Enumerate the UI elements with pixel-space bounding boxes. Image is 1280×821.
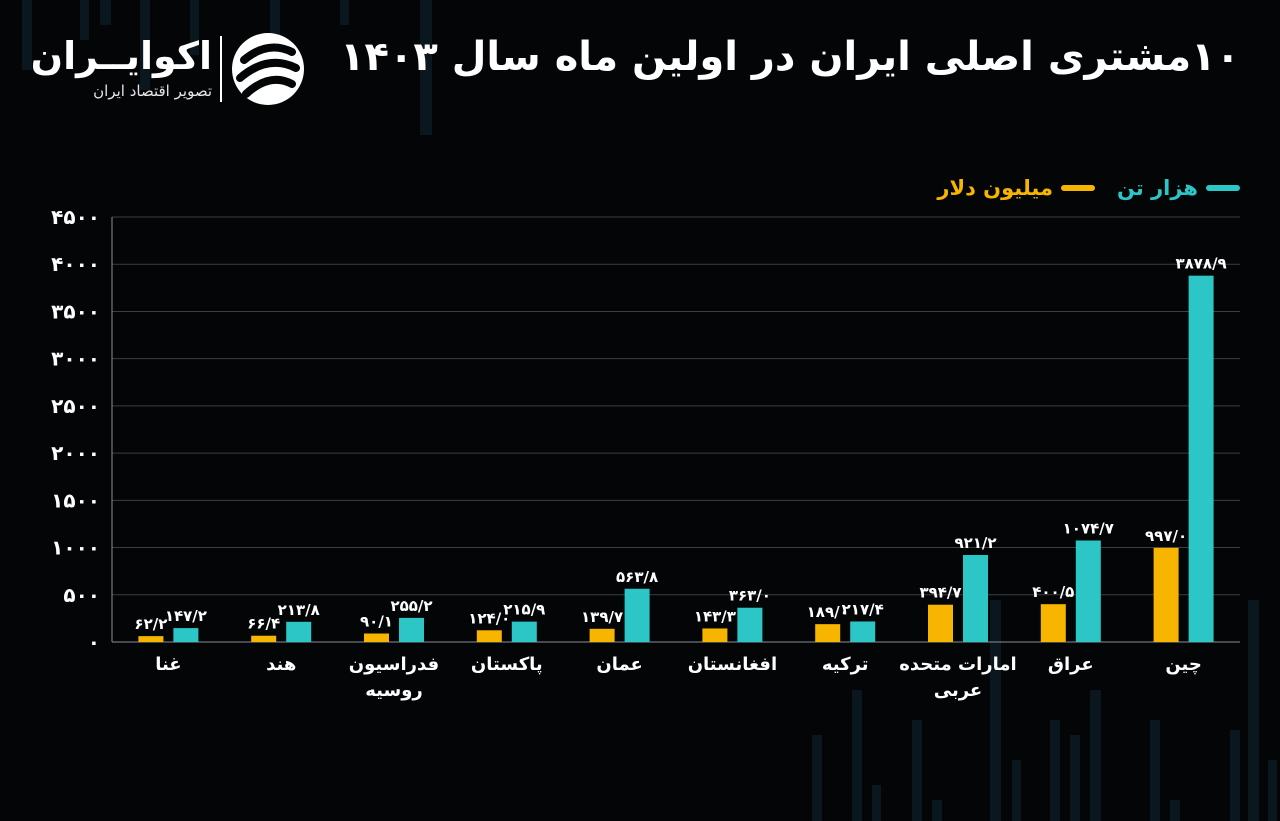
data-label-dollars: ۱۲۴/۰ bbox=[468, 609, 510, 627]
y-tick-label: ۰ bbox=[88, 630, 100, 654]
x-tick-label: فدراسیون bbox=[349, 654, 439, 675]
x-tick-label: عراق bbox=[1048, 654, 1094, 675]
x-tick-label: چین bbox=[1165, 654, 1202, 675]
y-tick-label: ۴۰۰۰ bbox=[51, 252, 100, 276]
bar-tons bbox=[1188, 275, 1214, 642]
logo-name: اکوایــران bbox=[30, 34, 212, 78]
x-tick-label: عمان bbox=[596, 654, 643, 675]
data-label-dollars: ۹۰/۱ bbox=[360, 612, 393, 630]
data-label-dollars: ۶۶/۴ bbox=[247, 615, 280, 633]
bar-tons bbox=[173, 628, 199, 642]
bar-dollars bbox=[928, 604, 953, 642]
x-tick-label: هند bbox=[266, 654, 296, 675]
x-tick-label: غنا bbox=[155, 654, 181, 675]
logo-subtitle: تصویر اقتصاد ایران bbox=[93, 82, 212, 100]
bar-dollars bbox=[364, 633, 389, 642]
data-label-tons: ۵۶۳/۸ bbox=[616, 568, 658, 586]
y-tick-label: ۲۰۰۰ bbox=[51, 441, 100, 465]
header: ۱۰مشتری اصلی ایران در اولین ماه سال ۱۴۰۳… bbox=[0, 0, 1280, 130]
bar-dollars bbox=[1153, 547, 1179, 642]
bar-dollars bbox=[589, 628, 615, 642]
y-tick-label: ۱۵۰۰ bbox=[51, 488, 100, 512]
page-title: ۱۰مشتری اصلی ایران در اولین ماه سال ۱۴۰۳ bbox=[340, 34, 1240, 80]
legend-swatch-dollars bbox=[1060, 185, 1095, 191]
x-tick-label: پاکستان bbox=[471, 654, 543, 675]
data-label-tons: ۹۲۱/۲ bbox=[954, 534, 996, 552]
bar-dollars bbox=[702, 628, 728, 642]
bar-dollars bbox=[251, 635, 277, 642]
data-label-dollars: ۱۳۹/۷ bbox=[581, 608, 623, 626]
bar-tons bbox=[286, 621, 312, 642]
bar-tons bbox=[511, 621, 537, 642]
data-label-dollars: ۱۴۳/۳ bbox=[694, 607, 736, 625]
bar-tons bbox=[963, 554, 988, 642]
data-label-tons: ۳۶۳/۰ bbox=[729, 587, 771, 605]
bar-dollars bbox=[815, 624, 841, 642]
x-tick-label: امارات متحده bbox=[899, 654, 1016, 675]
data-label-tons: ۲۵۵/۲ bbox=[390, 597, 432, 615]
bar-tons bbox=[850, 621, 876, 642]
x-tick-label: روسیه bbox=[365, 680, 423, 701]
y-tick-label: ۲۵۰۰ bbox=[51, 394, 100, 418]
x-tick-label: عربی bbox=[934, 680, 982, 701]
bar-tons bbox=[737, 607, 763, 642]
logo-mark-icon bbox=[232, 33, 304, 105]
legend-swatch-tons bbox=[1206, 185, 1240, 191]
x-tick-label: ترکیه bbox=[822, 654, 869, 675]
data-label-tons: ۱۰۷۴/۷ bbox=[1063, 520, 1114, 538]
data-label-dollars: ۹۹۷/۰ bbox=[1145, 527, 1187, 545]
legend-label-dollars: میلیون دلار bbox=[937, 176, 1053, 200]
data-label-tons: ۲۱۷/۴ bbox=[842, 600, 884, 618]
legend-item-tons: هزار تن bbox=[1117, 176, 1240, 200]
y-tick-label: ۴۵۰۰ bbox=[51, 205, 100, 229]
bar-tons bbox=[624, 588, 650, 642]
bar-dollars bbox=[1040, 604, 1066, 642]
data-label-dollars: ۴۰۰/۵ bbox=[1032, 583, 1074, 601]
bar-tons bbox=[399, 617, 424, 642]
legend-item-dollars: میلیون دلار bbox=[937, 176, 1095, 200]
y-tick-label: ۵۰۰ bbox=[63, 583, 100, 607]
data-label-dollars: ۶۲/۲ bbox=[134, 615, 167, 633]
y-tick-label: ۱۰۰۰ bbox=[51, 536, 100, 560]
data-label-tons: ۲۱۵/۹ bbox=[503, 601, 545, 619]
brand-logo: اکوایــران تصویر اقتصاد ایران bbox=[30, 30, 318, 110]
bar-tons bbox=[1075, 540, 1101, 642]
y-tick-label: ۳۰۰۰ bbox=[51, 347, 100, 371]
data-label-dollars: ۳۹۴/۷ bbox=[919, 584, 961, 602]
data-label-tons: ۲۱۳/۸ bbox=[278, 601, 320, 619]
logo-divider bbox=[220, 36, 222, 102]
chart-legend: هزار تن میلیون دلار bbox=[937, 176, 1240, 200]
legend-label-tons: هزار تن bbox=[1116, 176, 1198, 200]
data-label-dollars: ۱۸۹/۰ bbox=[807, 603, 849, 621]
bar-dollars bbox=[138, 636, 164, 642]
data-label-tons: ۳۸۷۸/۹ bbox=[1175, 255, 1226, 273]
data-label-tons: ۱۴۷/۲ bbox=[165, 607, 207, 625]
bar-dollars bbox=[476, 630, 502, 642]
y-tick-label: ۳۵۰۰ bbox=[51, 299, 100, 323]
x-tick-label: افغانستان bbox=[688, 654, 777, 675]
